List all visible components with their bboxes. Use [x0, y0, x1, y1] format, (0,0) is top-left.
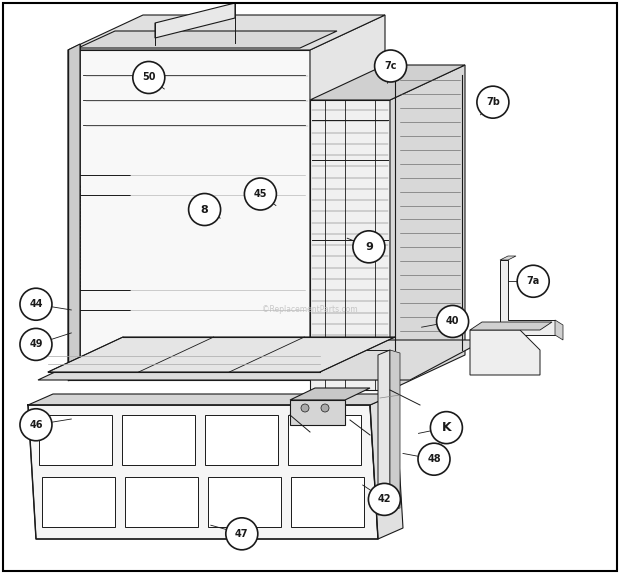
Polygon shape [78, 31, 337, 48]
Circle shape [20, 328, 52, 360]
Circle shape [133, 61, 165, 94]
Text: 7b: 7b [486, 97, 500, 107]
Polygon shape [390, 350, 400, 510]
Polygon shape [555, 320, 563, 340]
Polygon shape [68, 44, 80, 380]
Text: 45: 45 [254, 189, 267, 199]
Polygon shape [390, 65, 465, 390]
Text: 46: 46 [29, 420, 43, 430]
Circle shape [226, 518, 258, 550]
Text: 8: 8 [201, 204, 208, 215]
Circle shape [301, 404, 309, 412]
Text: 48: 48 [427, 454, 441, 464]
Polygon shape [290, 388, 370, 400]
Polygon shape [68, 15, 385, 50]
Polygon shape [310, 15, 385, 380]
Text: 7a: 7a [526, 276, 540, 286]
Polygon shape [378, 350, 390, 515]
Circle shape [430, 412, 463, 444]
Polygon shape [470, 322, 552, 330]
Circle shape [517, 265, 549, 297]
Text: 9: 9 [365, 242, 373, 252]
Circle shape [418, 443, 450, 475]
Polygon shape [205, 416, 278, 466]
Polygon shape [28, 394, 395, 405]
Circle shape [374, 50, 407, 82]
Text: 7c: 7c [384, 61, 397, 71]
Text: K: K [441, 421, 451, 434]
Polygon shape [48, 337, 395, 372]
Polygon shape [68, 50, 310, 380]
Polygon shape [370, 394, 403, 539]
Text: 49: 49 [29, 339, 43, 350]
Circle shape [477, 86, 509, 118]
Polygon shape [38, 416, 112, 466]
Polygon shape [500, 260, 555, 335]
Polygon shape [125, 477, 198, 527]
Polygon shape [291, 477, 364, 527]
Polygon shape [310, 65, 465, 100]
Text: 47: 47 [235, 529, 249, 539]
Circle shape [20, 288, 52, 320]
Polygon shape [38, 340, 485, 380]
Polygon shape [310, 100, 390, 390]
Polygon shape [122, 416, 195, 466]
Polygon shape [208, 477, 281, 527]
Polygon shape [155, 3, 235, 38]
Text: 44: 44 [29, 299, 43, 309]
Text: ©ReplacementParts.com: ©ReplacementParts.com [262, 305, 358, 315]
Text: 50: 50 [142, 72, 156, 83]
Circle shape [188, 193, 221, 226]
Circle shape [368, 483, 401, 515]
Polygon shape [470, 330, 540, 375]
Circle shape [244, 178, 277, 210]
Polygon shape [500, 256, 516, 260]
Polygon shape [290, 400, 345, 425]
Polygon shape [28, 405, 378, 539]
Polygon shape [42, 477, 115, 527]
Circle shape [20, 409, 52, 441]
Circle shape [321, 404, 329, 412]
Text: 40: 40 [446, 316, 459, 327]
Circle shape [436, 305, 469, 338]
Circle shape [353, 231, 385, 263]
Polygon shape [288, 416, 361, 466]
Text: 42: 42 [378, 494, 391, 505]
